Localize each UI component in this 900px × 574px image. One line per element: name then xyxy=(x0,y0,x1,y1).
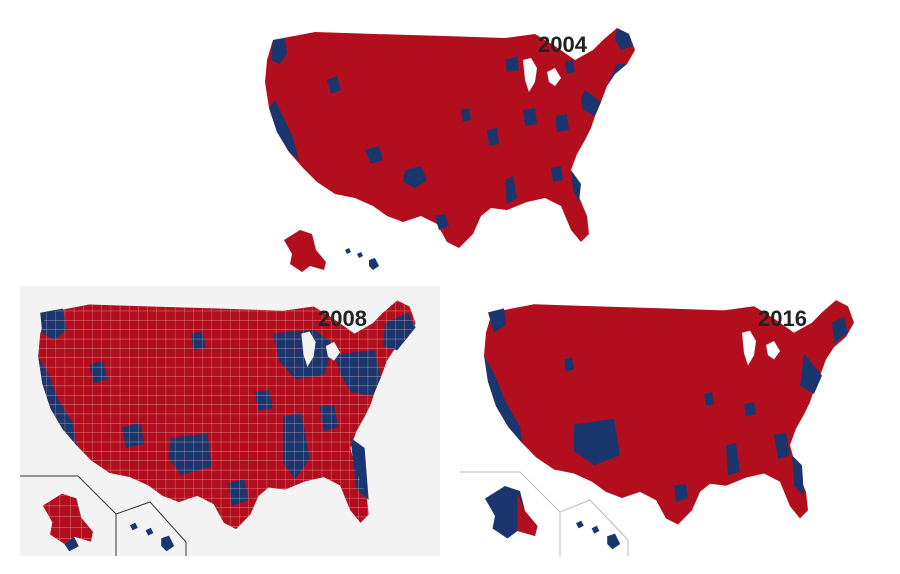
year-label-2008: 2008 xyxy=(318,306,367,331)
map-panel-2004: 2004 xyxy=(240,10,670,280)
hawaii-inset-frame xyxy=(559,499,629,556)
map-panel-2016: 2016 xyxy=(460,286,880,556)
year-label-2004: 2004 xyxy=(538,32,587,57)
us-county-map-2016 xyxy=(460,300,854,556)
hawaii-inset-frame xyxy=(115,501,187,556)
rep-area xyxy=(265,28,635,248)
hawaii-2004 xyxy=(345,248,379,270)
alaska-2004 xyxy=(284,230,326,272)
us-county-map-2004 xyxy=(265,28,635,272)
dem-regions xyxy=(269,28,633,230)
hawaii-2008 xyxy=(130,522,175,552)
county-borders xyxy=(38,300,416,530)
alaska-inset-frame xyxy=(20,475,117,556)
alaska-2016 xyxy=(485,486,538,539)
dem-regions xyxy=(484,308,848,503)
alaska-2008 xyxy=(42,493,94,552)
year-label-2016: 2016 xyxy=(758,306,807,331)
us-county-map-2008 xyxy=(20,300,416,556)
map-panel-2008: 2008 xyxy=(20,286,440,556)
alaska-inset-frame xyxy=(460,471,561,556)
